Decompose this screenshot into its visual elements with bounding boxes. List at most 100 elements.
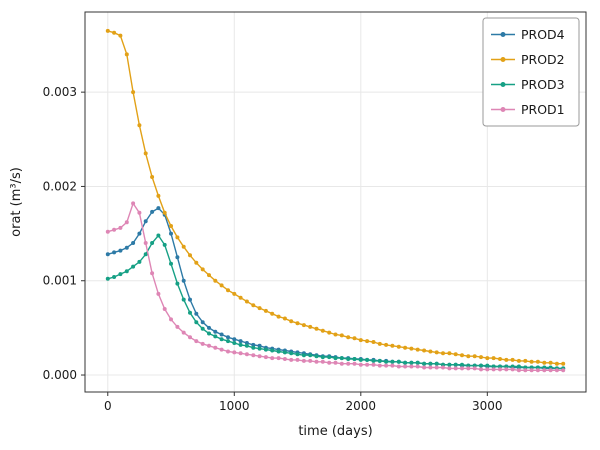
data-point [143, 151, 148, 156]
data-point [213, 278, 218, 283]
data-point [352, 361, 357, 366]
data-point [169, 231, 173, 236]
y-tick-label: 0.001 [43, 274, 77, 288]
data-point [226, 349, 230, 354]
data-point [244, 299, 249, 304]
data-point [516, 368, 521, 373]
data-point [352, 357, 357, 361]
data-point [377, 341, 382, 346]
data-point [143, 219, 148, 224]
data-point [169, 224, 173, 228]
legend-label: PROD1 [521, 102, 565, 117]
data-point [169, 317, 173, 322]
data-point [371, 340, 376, 344]
data-point [561, 368, 566, 373]
data-point [137, 123, 142, 128]
data-point [200, 267, 205, 272]
data-point [504, 367, 509, 372]
data-point [314, 354, 319, 359]
data-point [263, 355, 268, 360]
legend-marker [500, 57, 506, 62]
data-point [112, 227, 117, 232]
data-point [188, 297, 192, 302]
data-point [529, 365, 534, 370]
data-point [244, 343, 249, 348]
data-point [535, 365, 540, 370]
data-point [529, 359, 534, 364]
data-point [498, 364, 502, 369]
data-point [434, 361, 439, 366]
data-point [181, 244, 186, 249]
data-point [510, 367, 515, 372]
data-point [358, 362, 363, 367]
data-point [529, 368, 534, 373]
x-tick-label: 0 [104, 399, 112, 413]
data-point [308, 353, 313, 358]
data-point [535, 368, 540, 373]
data-point [415, 364, 420, 369]
data-point [226, 335, 230, 340]
data-point [339, 356, 344, 361]
data-point [251, 303, 256, 308]
data-point [112, 275, 117, 279]
data-point [365, 362, 370, 367]
data-point [377, 363, 382, 368]
data-point [226, 339, 230, 344]
data-point [346, 357, 351, 361]
data-point [428, 361, 433, 366]
data-point [352, 336, 357, 341]
data-point [390, 359, 395, 364]
series-line-PROD1 [107, 201, 564, 371]
data-point [200, 341, 205, 346]
data-point [422, 348, 427, 353]
data-point [143, 252, 148, 257]
data-point [428, 365, 433, 370]
data-point [232, 341, 237, 345]
data-point [276, 349, 281, 354]
y-tick-label: 0.003 [43, 85, 77, 99]
data-point [365, 357, 370, 362]
data-point [479, 355, 483, 360]
x-tick-label: 3000 [472, 399, 503, 413]
legend-label: PROD3 [521, 77, 565, 92]
data-point [554, 361, 559, 366]
data-point [548, 365, 553, 370]
data-point [314, 326, 319, 331]
data-point [263, 308, 268, 313]
data-point [257, 306, 262, 311]
data-point [485, 356, 490, 361]
data-point [561, 361, 566, 366]
data-point [219, 347, 224, 352]
data-point [447, 366, 452, 371]
data-point [510, 357, 515, 362]
data-point [282, 350, 287, 355]
data-point [270, 356, 275, 361]
series-layer [105, 28, 566, 373]
data-point [105, 229, 110, 234]
data-point [124, 52, 129, 57]
data-point [485, 367, 490, 372]
data-point [498, 357, 502, 361]
data-point [150, 175, 155, 179]
plot-border [84, 11, 587, 393]
data-point [371, 358, 376, 363]
data-point [105, 252, 110, 257]
data-point [460, 366, 464, 371]
data-point [175, 235, 180, 240]
data-point [301, 358, 306, 363]
data-point [150, 209, 155, 214]
data-point [156, 206, 161, 211]
data-point [156, 291, 161, 296]
x-axis-label: time (days) [298, 424, 372, 439]
data-point [384, 363, 389, 368]
data-point [232, 350, 237, 355]
data-point [333, 360, 338, 365]
data-point [460, 362, 464, 367]
legend: PROD4 PROD2 PROD3 PROD1 [482, 17, 580, 127]
data-point [504, 364, 509, 369]
data-point [194, 260, 199, 265]
data-point [124, 269, 129, 274]
data-point [112, 30, 117, 35]
data-point [251, 353, 256, 358]
data-point [403, 364, 408, 369]
